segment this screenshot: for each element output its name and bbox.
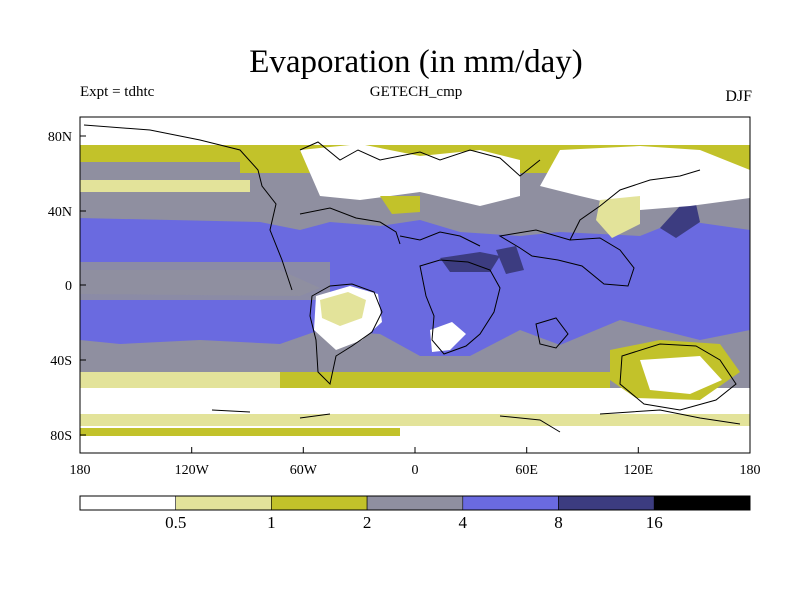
colorbar-swatch	[80, 496, 176, 510]
colorbar-swatch	[271, 495, 368, 511]
coast-tethys	[399, 231, 481, 247]
field-s-pale-1	[80, 372, 280, 388]
field-kuroshio-max	[660, 204, 700, 238]
y-tick-label: 80N	[48, 130, 72, 145]
coastlines	[83, 124, 741, 433]
x-tick-label: 60W	[290, 463, 318, 478]
field-asia-dry	[540, 146, 750, 210]
colorbar-label: 0.5	[165, 513, 186, 532]
colorbar-frame	[79, 495, 751, 511]
field-australia-dry	[640, 356, 722, 394]
field-samerica-pale	[320, 292, 366, 326]
field-npac-pale	[80, 180, 250, 192]
coast-south-america	[309, 283, 383, 386]
x-tick-label: 120W	[175, 463, 210, 478]
colorbar-swatch	[653, 495, 751, 511]
x-tick-label: 180	[70, 463, 91, 478]
field-antarctic-yellow	[80, 428, 400, 436]
field-tropical-high	[80, 218, 750, 356]
field-safrica-dry	[430, 322, 466, 352]
coast-antarctic	[211, 409, 741, 433]
field-tethys-max	[440, 252, 500, 272]
x-tick-label: 60E	[515, 463, 538, 478]
field-north-landmass-dry	[300, 144, 520, 206]
field-s-pale-2	[80, 414, 750, 426]
colorbar-swatch	[366, 495, 464, 511]
colorbar-label: 16	[646, 513, 663, 532]
field-arctic-low	[80, 117, 750, 145]
coast-east-asia	[569, 169, 701, 241]
x-tick-label: 120E	[624, 463, 654, 478]
y-tick-label: 40N	[48, 205, 72, 220]
colorbar-swatch	[462, 495, 559, 511]
evaporation-field	[80, 117, 750, 453]
field-s-yellow	[280, 372, 610, 390]
colorbar-label: 2	[363, 513, 372, 532]
colorbar-label: 4	[459, 513, 468, 532]
colorbar-label: 8	[554, 513, 563, 532]
colorbar-swatch	[175, 495, 272, 511]
y-tick-label: 40S	[50, 354, 72, 369]
y-tick-label: 80S	[50, 429, 72, 444]
x-tick-label: 0	[412, 463, 419, 478]
axis-ticks	[79, 135, 751, 453]
y-tick-label: 0	[65, 279, 72, 294]
season-label: DJF	[725, 88, 752, 105]
colorbar-swatch	[558, 495, 655, 511]
experiment-label: Expt = tdhtc	[80, 84, 155, 100]
field-cold-tongue	[80, 270, 320, 296]
coast-australia	[619, 343, 737, 411]
field-arabia-max	[496, 246, 524, 274]
coast-madagascar	[535, 317, 569, 349]
chart-title: Evaporation (in mm/day)	[249, 44, 583, 80]
field-north-patch	[380, 196, 420, 214]
coast-north-america-west	[83, 124, 293, 291]
dataset-label: GETECH_cmp	[369, 84, 463, 100]
coast-arctic	[299, 141, 541, 177]
colorbar	[79, 495, 751, 511]
field-east-asia-pale	[596, 196, 640, 238]
x-tick-label: 180	[740, 463, 761, 478]
coast-africa	[419, 259, 501, 355]
field-npac-grey	[80, 162, 240, 182]
coast-atlantic-north	[299, 207, 401, 245]
colorbar-label: 1	[267, 513, 276, 532]
